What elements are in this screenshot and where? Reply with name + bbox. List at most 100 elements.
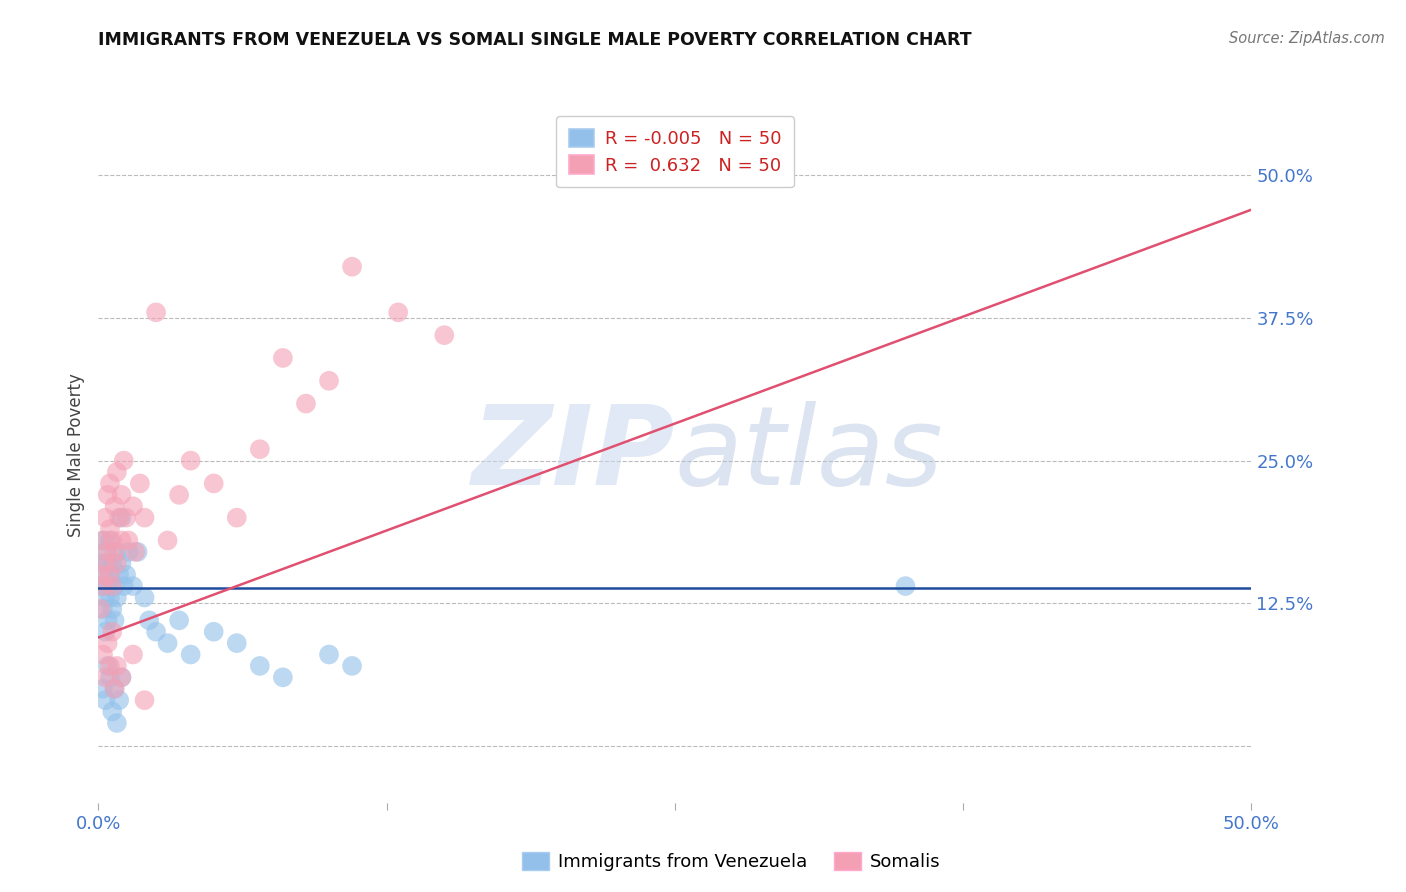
Point: [98, 476, 121, 491]
Point: [97, 579, 120, 593]
Point: [98, 533, 121, 548]
Point: [101, 533, 124, 548]
Point: [115, 510, 138, 524]
Point: [894, 579, 917, 593]
Point: [101, 579, 124, 593]
Point: [249, 659, 271, 673]
Point: [156, 636, 179, 650]
Point: [122, 500, 145, 514]
Point: [105, 556, 128, 570]
Point: [110, 510, 132, 524]
Point: [91, 533, 114, 548]
Point: [110, 670, 132, 684]
Point: [90, 567, 112, 582]
Point: [105, 545, 128, 559]
Y-axis label: Single Male Poverty: Single Male Poverty: [67, 373, 86, 537]
Point: [91, 648, 114, 662]
Point: [110, 556, 132, 570]
Point: [318, 648, 340, 662]
Text: Source: ZipAtlas.com: Source: ZipAtlas.com: [1229, 31, 1385, 46]
Point: [90, 602, 112, 616]
Point: [156, 533, 179, 548]
Point: [115, 567, 138, 582]
Point: [105, 659, 128, 673]
Point: [108, 510, 131, 524]
Point: [103, 545, 125, 559]
Point: [108, 567, 131, 582]
Point: [105, 591, 128, 605]
Point: [180, 453, 202, 467]
Point: [105, 715, 128, 730]
Point: [94, 693, 117, 707]
Point: [433, 328, 456, 343]
Point: [122, 648, 145, 662]
Point: [122, 579, 145, 593]
Point: [105, 465, 128, 479]
Point: [225, 510, 247, 524]
Point: [94, 670, 117, 684]
Legend: R = -0.005   N = 50, R =  0.632   N = 50: R = -0.005 N = 50, R = 0.632 N = 50: [555, 116, 794, 187]
Point: [225, 636, 247, 650]
Point: [117, 545, 139, 559]
Point: [145, 305, 167, 319]
Point: [94, 556, 117, 570]
Point: [295, 396, 318, 410]
Point: [271, 670, 294, 684]
Point: [387, 305, 409, 319]
Point: [90, 579, 112, 593]
Point: [112, 579, 135, 593]
Point: [101, 705, 124, 719]
Point: [101, 602, 124, 616]
Point: [97, 659, 120, 673]
Point: [91, 533, 114, 548]
Point: [98, 670, 121, 684]
Point: [94, 510, 117, 524]
Point: [108, 693, 131, 707]
Point: [167, 488, 190, 502]
Point: [271, 351, 294, 365]
Point: [91, 579, 114, 593]
Point: [91, 567, 114, 582]
Point: [134, 693, 156, 707]
Point: [129, 476, 152, 491]
Text: IMMIGRANTS FROM VENEZUELA VS SOMALI SINGLE MALE POVERTY CORRELATION CHART: IMMIGRANTS FROM VENEZUELA VS SOMALI SING…: [98, 31, 972, 49]
Point: [101, 556, 124, 570]
Point: [98, 567, 121, 582]
Point: [134, 591, 156, 605]
Point: [127, 545, 149, 559]
Point: [180, 648, 202, 662]
Point: [145, 624, 167, 639]
Point: [103, 500, 125, 514]
Point: [249, 442, 271, 457]
Point: [103, 579, 125, 593]
Point: [202, 624, 225, 639]
Point: [110, 533, 132, 548]
Text: atlas: atlas: [675, 401, 943, 508]
Point: [98, 522, 121, 536]
Point: [103, 681, 125, 696]
Point: [117, 533, 139, 548]
Point: [110, 488, 132, 502]
Point: [112, 453, 135, 467]
Point: [98, 659, 121, 673]
Point: [167, 613, 190, 627]
Point: [94, 545, 117, 559]
Point: [134, 510, 156, 524]
Legend: Immigrants from Venezuela, Somalis: Immigrants from Venezuela, Somalis: [515, 845, 948, 879]
Point: [91, 602, 114, 616]
Point: [101, 624, 124, 639]
Point: [98, 591, 121, 605]
Point: [124, 545, 146, 559]
Point: [94, 591, 117, 605]
Text: ZIP: ZIP: [471, 401, 675, 508]
Point: [97, 636, 120, 650]
Point: [97, 545, 120, 559]
Point: [97, 556, 120, 570]
Point: [202, 476, 225, 491]
Point: [340, 260, 363, 274]
Point: [103, 613, 125, 627]
Point: [98, 567, 121, 582]
Point: [318, 374, 340, 388]
Point: [340, 659, 363, 673]
Point: [138, 613, 160, 627]
